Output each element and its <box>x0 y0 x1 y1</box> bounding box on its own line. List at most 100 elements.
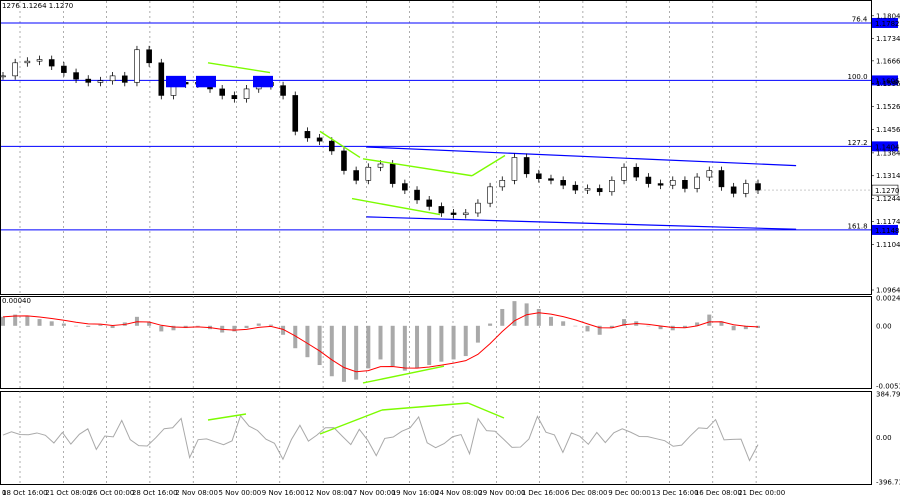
candle-body <box>718 170 725 188</box>
price-layer: 76.4 1.1782 100.0 1.1606 127.2 1.1404 161.8 1.1… <box>0 15 900 235</box>
candle-body <box>109 75 116 82</box>
macd-histogram-bar <box>159 325 164 332</box>
candle-body <box>438 206 445 214</box>
cci-divergence-line <box>207 413 247 421</box>
price-axis: 1.1804 1.1734 1.1666 1.1596 1.1526 1.1456 1.13… <box>871 12 900 295</box>
date-tick-label: 24 Nov 08:00 <box>435 489 482 497</box>
price-tick-label: 1.1384 <box>876 149 900 157</box>
candle-body <box>243 88 250 100</box>
macd-histogram-bar <box>147 322 152 326</box>
price-tick-label: 1.1666 <box>876 57 900 65</box>
macd-tick-label: 0.00248 <box>876 295 900 303</box>
candle-body <box>645 176 652 184</box>
macd-histogram-bar <box>171 325 176 331</box>
price-tick-label: 1.1174 <box>876 218 900 226</box>
macd-divergence-line <box>362 365 445 384</box>
candle-body <box>316 137 323 142</box>
candle-body <box>377 163 384 168</box>
fibonacci-level-label: 161.8 <box>848 222 868 230</box>
macd-histogram-bar <box>731 325 736 331</box>
macd-histogram-bar <box>317 325 322 366</box>
candle-body <box>158 62 165 96</box>
date-tick-label: 1 Dec 16:00 <box>522 489 565 497</box>
macd-histogram-bar <box>25 315 30 326</box>
cci-divergence-line <box>319 409 383 435</box>
candle-body <box>743 183 749 194</box>
candle-body <box>596 188 603 193</box>
candle-body <box>414 189 420 201</box>
price-tick-label: 1.1734 <box>876 35 900 43</box>
price-divergence-line <box>471 154 506 177</box>
price-tick-label: 1.1244 <box>876 195 900 203</box>
candle-body <box>633 166 640 178</box>
price-tick-label: 1.1596 <box>876 80 900 88</box>
candle-body <box>341 150 347 171</box>
candle-body <box>706 170 713 178</box>
candle-body <box>328 140 335 152</box>
fibonacci-price-tag <box>872 141 898 152</box>
candle-body <box>669 180 676 186</box>
highlight-box <box>166 75 186 88</box>
cci-panel[interactable] <box>0 391 872 485</box>
macd-histogram-bar <box>37 319 42 326</box>
fibonacci-price-tag <box>872 75 898 86</box>
price-panel[interactable] <box>0 0 872 295</box>
candle-body <box>523 157 530 175</box>
macd-histogram-bar <box>195 325 200 327</box>
cci-layer: 384.7985 0.00 -396.7300 <box>2 391 900 487</box>
candle-body <box>48 59 55 67</box>
date-tick-label: 6 Dec 08:00 <box>565 489 608 497</box>
macd-histogram-bar <box>1 316 5 326</box>
macd-histogram-bar <box>646 325 651 327</box>
candle-body <box>499 180 506 188</box>
fibonacci-price-tag-label: 1.1148 <box>875 227 900 235</box>
candle-body <box>572 184 579 191</box>
date-tick-label: 9 Nov 16:00 <box>262 489 305 497</box>
fibonacci-price-tag-label: 1.1782 <box>875 20 900 28</box>
candle-body <box>730 186 737 194</box>
macd-signal-line <box>2 312 759 373</box>
candle-body <box>365 166 372 181</box>
macd-histogram-bar <box>463 325 468 357</box>
candle-body <box>24 60 31 64</box>
candle-body <box>36 59 43 62</box>
price-tick-label: 1.0964 <box>876 287 900 295</box>
macd-histogram-bar <box>743 325 748 330</box>
macd-histogram-bar <box>548 316 553 326</box>
macd-histogram-bar <box>512 301 517 326</box>
fibonacci-price-tag-label: 1.1606 <box>875 77 900 85</box>
macd-histogram-bar <box>74 325 79 327</box>
macd-histogram-bar <box>366 325 371 369</box>
highlight-box <box>196 75 216 88</box>
candle-body <box>450 212 457 215</box>
macd-histogram-bar <box>427 325 432 366</box>
candle-body <box>97 80 104 83</box>
candle-body <box>402 183 408 191</box>
macd-histogram-bar <box>378 325 383 360</box>
cci-divergence-line <box>381 402 469 411</box>
candle-body <box>584 188 591 191</box>
fibonacci-level-label: 100.0 <box>848 73 868 81</box>
cci-divergence-line <box>467 402 505 419</box>
macd-histogram-bar <box>573 325 578 327</box>
candle-body <box>657 183 664 186</box>
macd-histogram-bar <box>682 325 687 329</box>
candle-body <box>231 95 238 100</box>
fibonacci-price-tag-label: 1.1404 <box>875 143 900 151</box>
candle-body <box>560 180 566 186</box>
macd-histogram-bar <box>415 325 420 369</box>
candle-body <box>548 178 554 181</box>
candle-body <box>389 163 396 184</box>
fibonacci-price-tag <box>872 17 898 28</box>
macd-panel[interactable] <box>0 296 872 389</box>
current-price-tag <box>871 184 899 196</box>
candle-body <box>292 95 299 132</box>
candle-body <box>609 180 615 193</box>
macd-histogram-bar <box>695 322 700 326</box>
date-tick-label: 21 Dec 00:00 <box>738 489 785 497</box>
price-tick-label: 1.1314 <box>876 172 900 180</box>
price-tick-label: 1.1456 <box>876 126 900 134</box>
macd-histogram-bar <box>86 325 91 327</box>
candle-body <box>73 72 79 80</box>
